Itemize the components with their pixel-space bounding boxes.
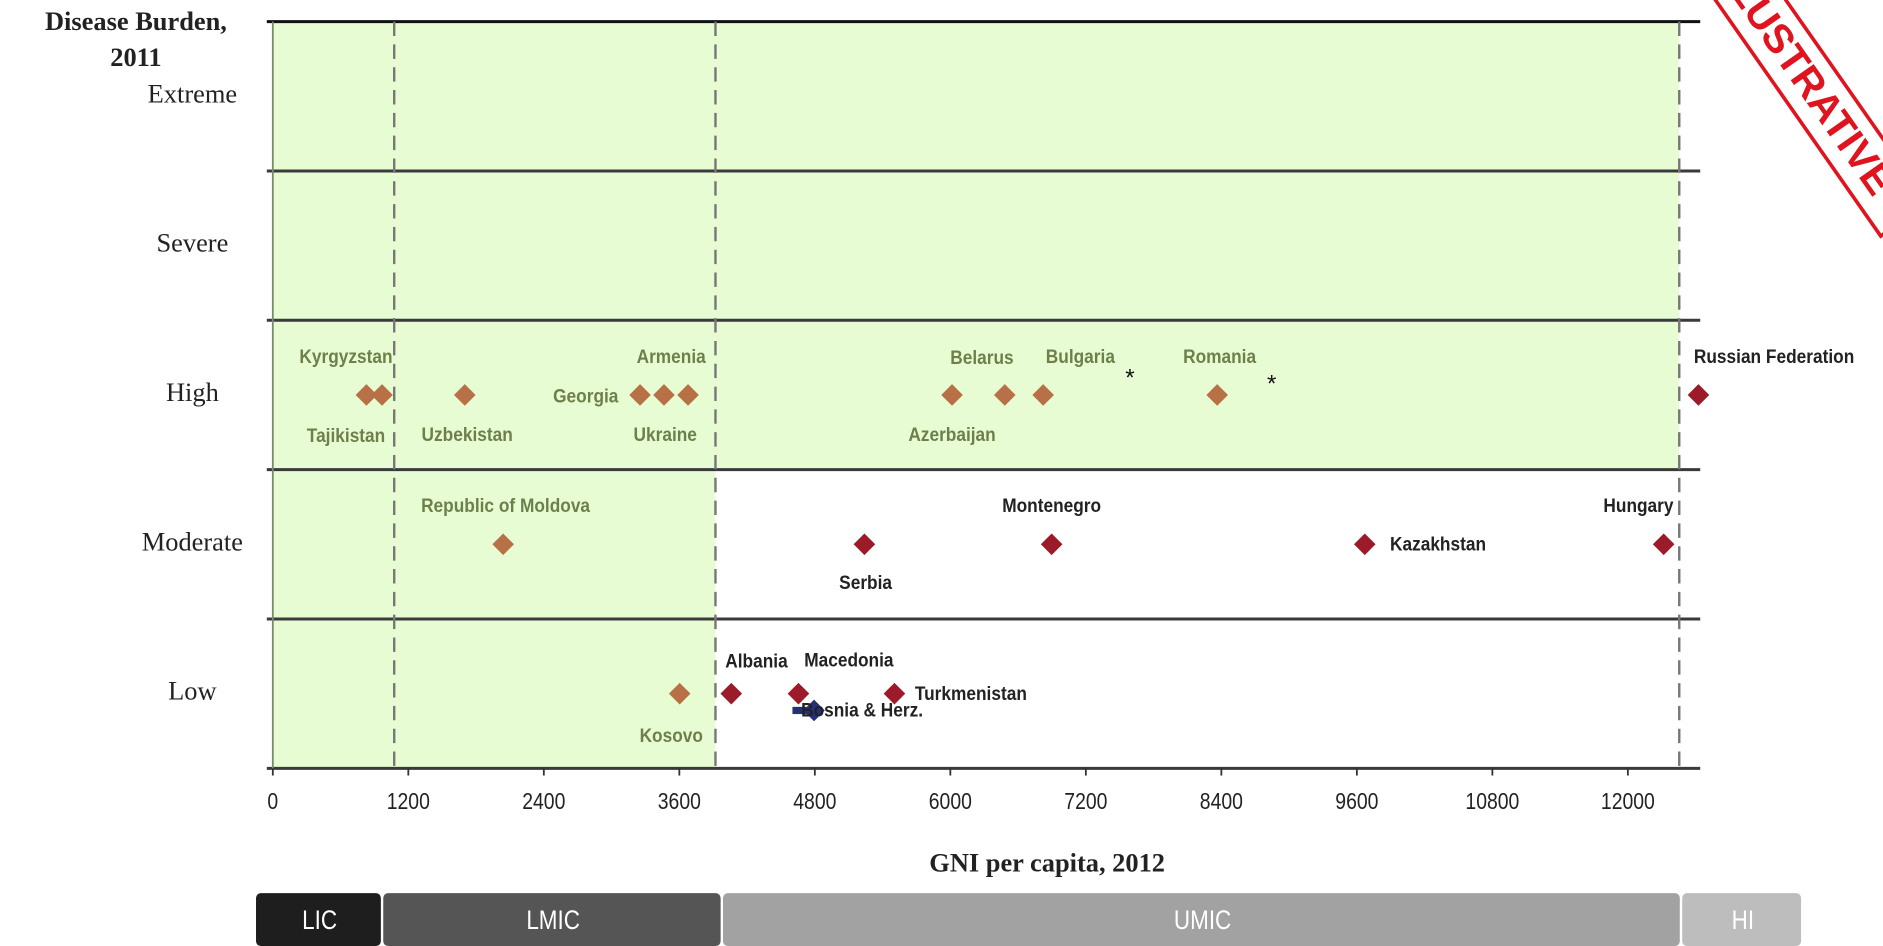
shaded-region [272, 170, 1680, 321]
marker [941, 384, 963, 406]
shaded-region [272, 320, 1680, 470]
x-tick-label: 7200 [1064, 790, 1107, 815]
y-axis-title: Disease Burden, [45, 6, 227, 36]
marker [677, 384, 699, 406]
marker [720, 682, 743, 705]
point-label: Russian Federation [1694, 345, 1854, 367]
marker [787, 682, 810, 705]
point-label: Kazakhstan [1390, 533, 1486, 555]
x-tick-label: 12000 [1601, 790, 1655, 815]
point-label: Armenia [637, 345, 707, 367]
y-category-label: Moderate [142, 526, 243, 556]
annotation: * [1267, 371, 1276, 398]
point-label: Albania [725, 650, 788, 672]
point-label: Kosovo [640, 724, 703, 746]
marker [883, 682, 906, 705]
marker [1353, 533, 1376, 556]
marker [629, 384, 651, 406]
stamp-group: ILLUSTRATIVE [1671, 0, 1883, 239]
point-label: Montenegro [1002, 494, 1101, 516]
income-group [383, 893, 721, 946]
marker [1040, 533, 1063, 556]
marker [1206, 384, 1228, 406]
point-label: Republic of Moldova [421, 494, 591, 516]
income-group-label: HI [1732, 906, 1754, 935]
marker [668, 682, 691, 705]
x-tick-label: 6000 [929, 790, 972, 815]
y-category-label: High [166, 377, 219, 407]
marker [803, 699, 825, 722]
marker [653, 384, 675, 406]
marker [1652, 533, 1675, 556]
marker [371, 384, 393, 406]
point-label: Georgia [553, 385, 619, 407]
point-label: Turkmenistan [915, 682, 1027, 704]
y-category-label: Low [168, 676, 216, 706]
point-label: Hungary [1603, 494, 1674, 516]
pointer-arrow [792, 706, 810, 715]
x-tick-label: 8400 [1200, 790, 1243, 815]
income-group [1682, 893, 1802, 946]
point-label: Bosnia & Herz. [801, 699, 923, 721]
income-group [723, 893, 1680, 946]
x-tick-label: 4800 [793, 790, 836, 815]
x-tick-label: 10800 [1465, 790, 1519, 815]
marker [355, 384, 378, 406]
marker [492, 533, 514, 556]
point-label: Azerbaijan [908, 423, 995, 445]
shaded-region [272, 618, 716, 769]
point-label: Kyrgyzstan [299, 345, 392, 367]
y-axis-title: 2011 [110, 42, 161, 72]
income-group-label: UMIC [1174, 906, 1231, 935]
income-group [256, 893, 381, 946]
point-label: Tajikistan [307, 424, 385, 446]
annotation: * [1125, 365, 1134, 392]
point-label: Serbia [839, 571, 893, 593]
stamp-border [1671, 0, 1883, 239]
x-tick-label: 3600 [658, 790, 701, 815]
marker [993, 384, 1016, 406]
x-tick-label: 2400 [522, 790, 565, 815]
x-axis-title: GNI per capita, 2012 [929, 848, 1165, 878]
x-tick-label: 9600 [1335, 790, 1378, 815]
y-category-label: Extreme [148, 78, 237, 108]
income-group-label: LMIC [526, 906, 580, 935]
point-label: Ukraine [634, 423, 697, 445]
point-label: Macedonia [804, 648, 894, 670]
point-label: Bulgaria [1046, 345, 1116, 367]
point-label: Romania [1183, 345, 1257, 367]
shaded-region [272, 21, 1680, 171]
y-category-label: Severe [156, 228, 228, 258]
x-tick-label: 1200 [387, 790, 430, 815]
point-label: Belarus [950, 346, 1013, 368]
x-tick-label: 0 [267, 790, 278, 815]
point-label: Uzbekistan [422, 423, 513, 445]
marker [453, 384, 476, 406]
income-group-label: LIC [302, 906, 337, 935]
marker [1687, 384, 1710, 406]
marker [853, 533, 876, 556]
